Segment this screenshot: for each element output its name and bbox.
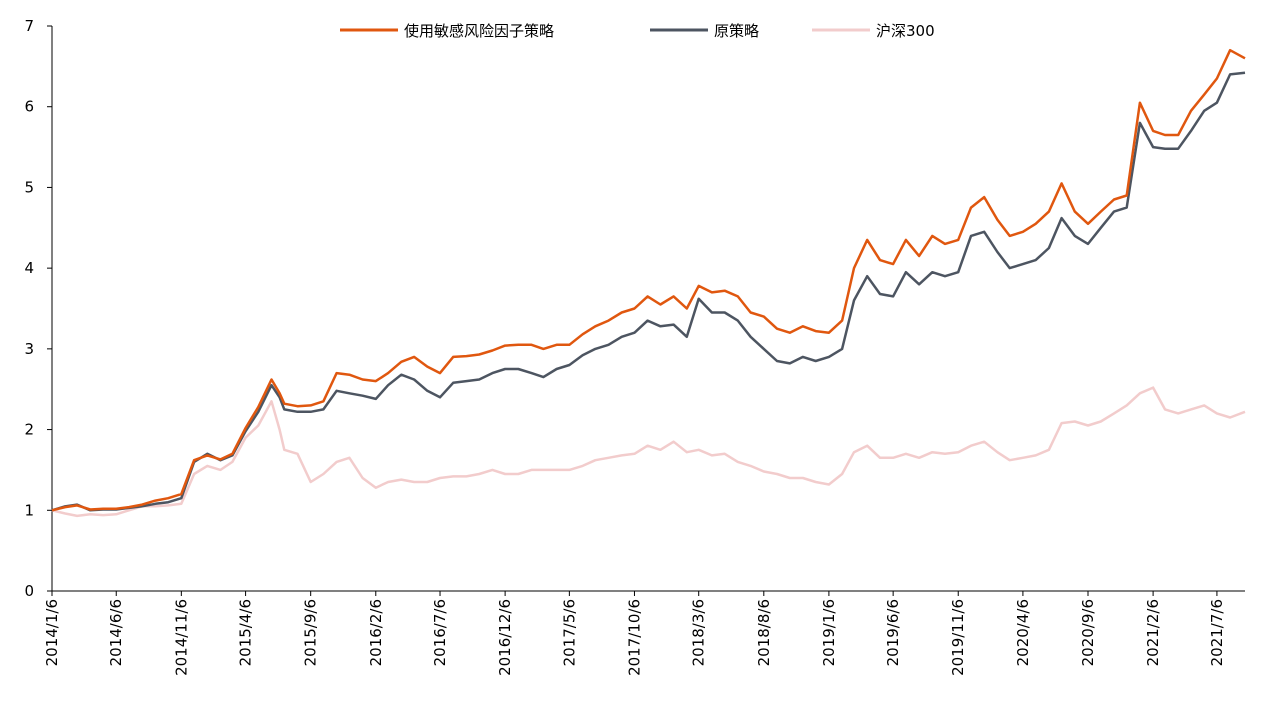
- x-tick-label: 2017/10/6: [625, 599, 643, 676]
- y-tick-label: 0: [24, 582, 34, 600]
- x-tick-label: 2020/9/6: [1079, 599, 1097, 666]
- x-tick-label: 2019/1/6: [820, 599, 838, 666]
- x-tick-label: 2017/5/6: [560, 599, 578, 666]
- y-tick-label: 3: [24, 340, 34, 358]
- series-line-0: [51, 48, 1246, 512]
- y-tick-label: 5: [24, 178, 34, 196]
- legend: 使用敏感风险因子策略 原策略 沪深300: [340, 22, 935, 40]
- x-tick-label: 2016/2/6: [367, 599, 385, 666]
- series-line-1: [51, 71, 1246, 512]
- x-tick-label: 2019/6/6: [884, 599, 902, 666]
- series-layer: [51, 48, 1246, 518]
- x-tick-label: 2018/3/6: [690, 599, 708, 666]
- legend-label-0: 使用敏感风险因子策略: [404, 22, 554, 40]
- y-tick-label: 7: [24, 17, 34, 35]
- y-tick-label: 2: [24, 421, 34, 439]
- legend-label-1: 原策略: [714, 22, 759, 40]
- x-tick-label: 2014/6/6: [107, 599, 125, 666]
- x-tick-label: 2020/4/6: [1014, 599, 1032, 666]
- x-tick-label: 2016/12/6: [496, 599, 514, 676]
- series-line-2: [51, 386, 1246, 518]
- legend-label-2: 沪深300: [876, 22, 935, 40]
- x-tick-label: 2019/11/6: [949, 599, 967, 676]
- y-tick-label: 4: [24, 259, 34, 277]
- x-tick-label: 2014/1/6: [43, 599, 61, 666]
- x-tick-label: 2014/11/6: [172, 599, 190, 676]
- y-tick-label: 1: [24, 501, 34, 519]
- x-tick-label: 2021/7/6: [1208, 599, 1226, 666]
- x-tick-label: 2016/7/6: [431, 599, 449, 666]
- axes: 0 1 2 3 4 5 6 7 2014/1/6 2014/6/6 2014/11/6 2015/4/…: [24, 17, 1245, 676]
- x-tick-label: 2018/8/6: [755, 599, 773, 666]
- x-tick-label: 2015/4/6: [237, 599, 255, 666]
- y-tick-label: 6: [24, 98, 34, 116]
- x-tick-label: 2021/2/6: [1144, 599, 1162, 666]
- x-tick-label: 2015/9/6: [302, 599, 320, 666]
